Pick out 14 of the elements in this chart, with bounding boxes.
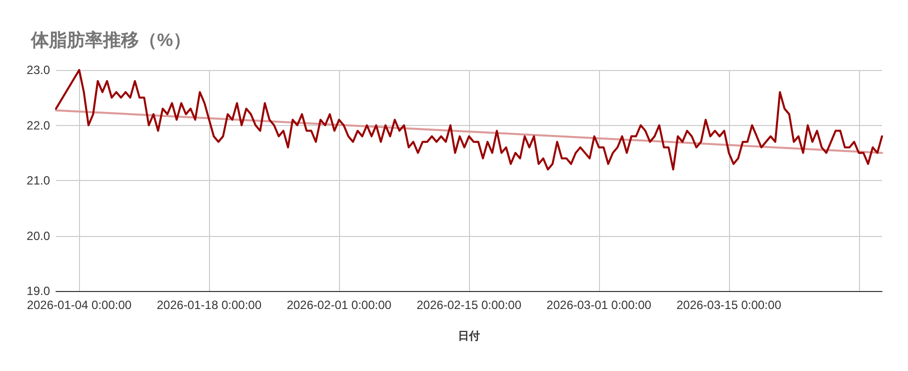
y-tick-label: 23.0 <box>26 63 50 77</box>
y-tick-label: 20.0 <box>26 228 50 243</box>
x-tick-label: 2026-02-15 0:00:00 <box>416 298 522 312</box>
x-axis-title: 日付 <box>458 330 480 342</box>
chart-title: 体脂肪率推移（%） <box>30 30 192 50</box>
x-tick-label: 2026-02-01 0:00:00 <box>286 298 392 312</box>
x-tick-label: 2026-01-04 0:00:00 <box>26 298 132 312</box>
y-tick-label: 21.0 <box>26 174 50 188</box>
x-tick-label: 2026-03-01 0:00:00 <box>546 298 652 312</box>
x-tick-label: 2026-01-18 0:00:00 <box>156 298 262 312</box>
x-tick-label: 2026-03-15 0:00:00 <box>676 298 782 312</box>
y-tick-label: 19.0 <box>26 284 50 298</box>
y-tick-label: 22.0 <box>26 118 50 132</box>
line-series <box>55 69 883 170</box>
